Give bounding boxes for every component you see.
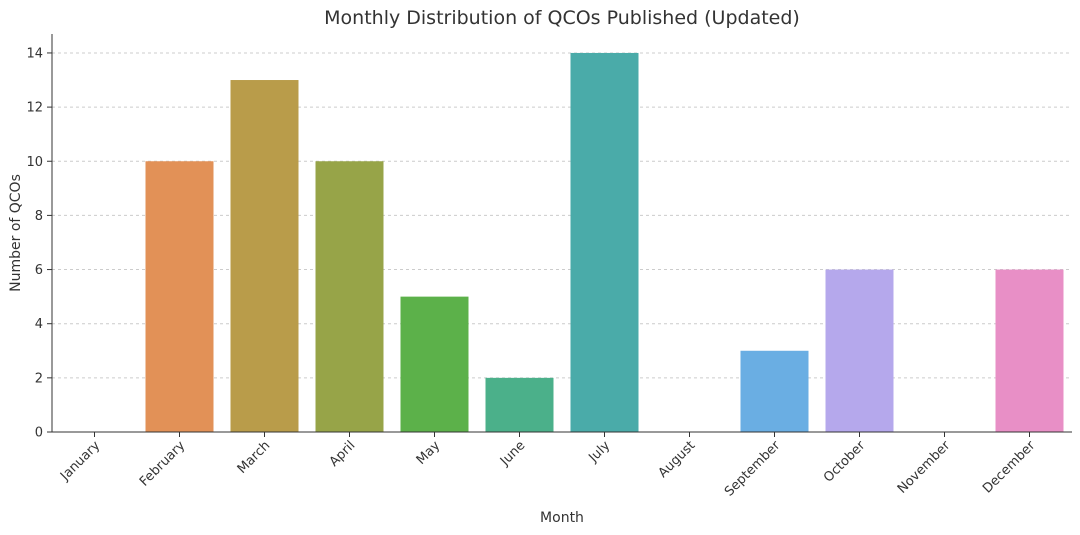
x-tick-label: July (585, 438, 613, 466)
bar-december (995, 269, 1064, 432)
y-tick-label: 8 (35, 209, 43, 224)
x-tick-label: January (57, 438, 103, 484)
y-tick-label: 14 (26, 46, 43, 61)
y-axis-label: Number of QCOs (8, 174, 24, 292)
x-tick-label: May (414, 438, 444, 468)
bar-october (825, 269, 894, 432)
bars (145, 52, 1064, 432)
bar-february (145, 161, 214, 432)
x-tick-label: April (327, 438, 359, 470)
chart-title: Monthly Distribution of QCOs Published (… (324, 7, 800, 29)
y-axis: 0 2 4 6 8 10 12 14 (26, 34, 53, 441)
x-tick-label: September (722, 438, 784, 500)
x-tick-label: June (497, 438, 528, 469)
bar-may (400, 296, 469, 432)
y-tick-label: 6 (35, 263, 43, 278)
x-axis: January February March April May June July Augu… (52, 431, 1072, 500)
x-tick-label: March (235, 438, 274, 477)
y-tick-label: 2 (35, 371, 43, 386)
x-tick-label: August (656, 438, 699, 481)
bar-july (570, 52, 639, 432)
x-tick-label: February (137, 438, 189, 490)
bar-april (315, 161, 384, 432)
x-axis-label: Month (540, 510, 584, 526)
y-tick-label: 10 (26, 155, 43, 170)
y-tick-label: 4 (35, 317, 43, 332)
x-tick-label: December (980, 438, 1039, 497)
y-tick-label: 12 (26, 101, 43, 116)
bar-june (485, 377, 554, 432)
x-tick-label: November (895, 438, 954, 497)
bar-september (740, 350, 809, 432)
x-tick-label: October (821, 438, 869, 486)
grid-lines (52, 52, 1072, 379)
bar-march (230, 80, 299, 432)
y-tick-label: 0 (35, 426, 43, 441)
